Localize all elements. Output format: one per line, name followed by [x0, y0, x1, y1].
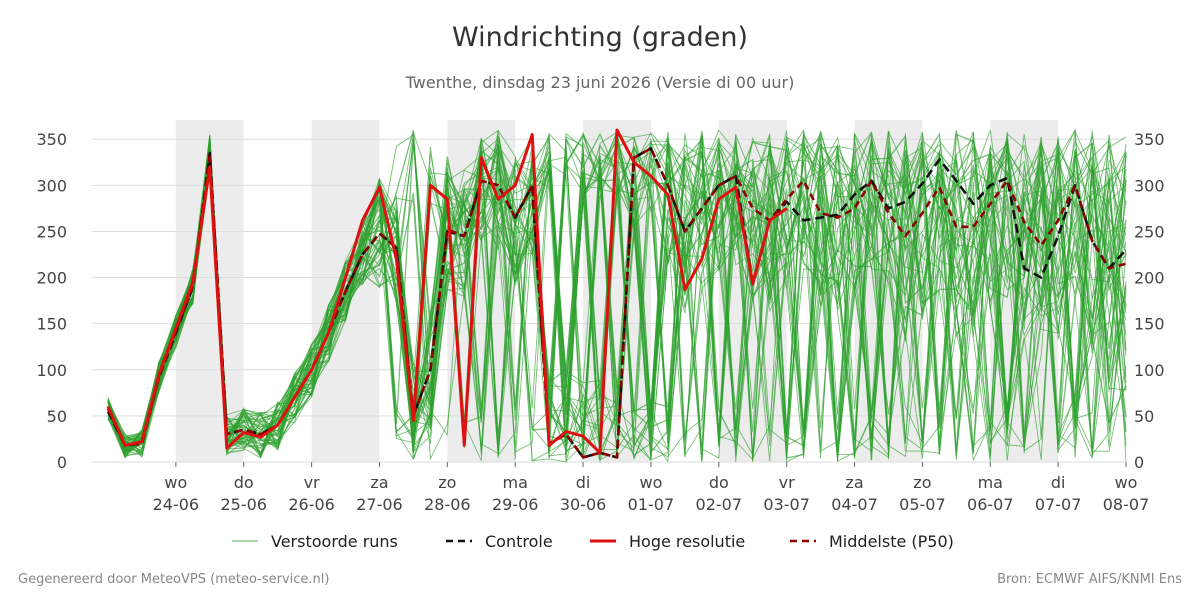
y-tick-label-right-250: 250 [1134, 222, 1165, 241]
x-tick-date: 03-07 [763, 495, 810, 514]
y-tick-label-left-200: 200 [36, 269, 67, 288]
chart-subtitle: Twenthe, dinsdag 23 juni 2026 (Versie di… [405, 73, 795, 92]
y-tick-label-right-300: 300 [1134, 176, 1165, 195]
y-axis-right: 0 50 100 150 200 250 300 350 [1134, 130, 1165, 472]
series-line-hoge-resolutie [106, 128, 788, 455]
ensemble-run-line [107, 141, 1127, 463]
legend-label-2: Hoge resolutie [629, 532, 745, 551]
y-tick-label-left-300: 300 [36, 176, 67, 195]
x-tick-date: 30-06 [560, 495, 607, 514]
y-tick-label-left-350: 350 [36, 130, 67, 149]
x-tick-day: zo [913, 473, 931, 492]
y-tick-label-left-250: 250 [36, 222, 67, 241]
x-axis: wo 24-06 do 25-06 vr 26-06 za 27-06 zo 28-06 ma 29-… [153, 462, 1150, 514]
y-tick-label-left-150: 150 [36, 315, 67, 334]
ensemble-run-line [107, 137, 1127, 462]
x-tick-date: 28-06 [424, 495, 471, 514]
x-tick-day: do [709, 473, 729, 492]
x-tick-day: ma [978, 473, 1003, 492]
x-tick-date: 01-07 [628, 495, 675, 514]
x-tick-day: za [370, 473, 388, 492]
x-tick-date: 24-06 [153, 495, 200, 514]
x-tick-date: 26-06 [288, 495, 335, 514]
legend-label-0: Verstoorde runs [271, 532, 398, 551]
x-tick-day: di [1051, 473, 1066, 492]
legend-label-3: Middelste (P50) [829, 532, 954, 551]
x-tick-date: 02-07 [696, 495, 743, 514]
y-tick-label-right-200: 200 [1134, 269, 1165, 288]
y-tick-label-right-150: 150 [1134, 315, 1165, 334]
y-tick-label-right-50: 50 [1134, 407, 1154, 426]
x-tick-day: wo [639, 473, 662, 492]
y-tick-label-left-0: 0 [57, 453, 67, 472]
legend-label-1: Controle [485, 532, 553, 551]
x-tick-date: 04-07 [831, 495, 878, 514]
series-line-middelste-p50 [106, 147, 1127, 459]
x-tick-date: 27-06 [356, 495, 403, 514]
ensemble-run-line [107, 132, 1127, 462]
legend: Verstoorde runs Controle Hoge resolutie Mid… [232, 532, 954, 551]
x-tick-day: vr [304, 473, 320, 492]
chart-title: Windrichting (graden) [451, 22, 749, 53]
x-tick-date: 05-07 [899, 495, 946, 514]
x-tick-day: do [234, 473, 254, 492]
main-series [106, 128, 1127, 459]
y-tick-label-left-50: 50 [47, 407, 67, 426]
y-tick-label-left-100: 100 [36, 361, 67, 380]
x-tick-day: ma [503, 473, 528, 492]
footer-source: Bron: ECMWF AIFS/KNMI Ens [997, 572, 1182, 587]
y-tick-label-right-100: 100 [1134, 361, 1165, 380]
x-tick-day: zo [438, 473, 456, 492]
x-tick-date: 29-06 [492, 495, 539, 514]
x-tick-day: za [845, 473, 863, 492]
x-tick-date: 07-07 [1035, 495, 1082, 514]
x-tick-date: 06-07 [967, 495, 1014, 514]
x-tick-day: vr [779, 473, 795, 492]
footer-generated-by: Gegenereerd door MeteoVPS (meteo-service… [18, 572, 330, 587]
x-tick-day: di [576, 473, 591, 492]
ensemble-runs [107, 128, 1127, 463]
x-tick-day: wo [164, 473, 187, 492]
x-tick-date: 25-06 [220, 495, 267, 514]
ensemble-run-line [107, 138, 1127, 462]
x-tick-date: 08-07 [1103, 495, 1150, 514]
y-tick-label-right-350: 350 [1134, 130, 1165, 149]
y-tick-label-right-0: 0 [1134, 453, 1144, 472]
x-tick-day: wo [1115, 473, 1138, 492]
ensemble-run-line [107, 129, 1127, 459]
y-axis-left: 0 50 100 150 200 250 300 350 [36, 130, 67, 472]
